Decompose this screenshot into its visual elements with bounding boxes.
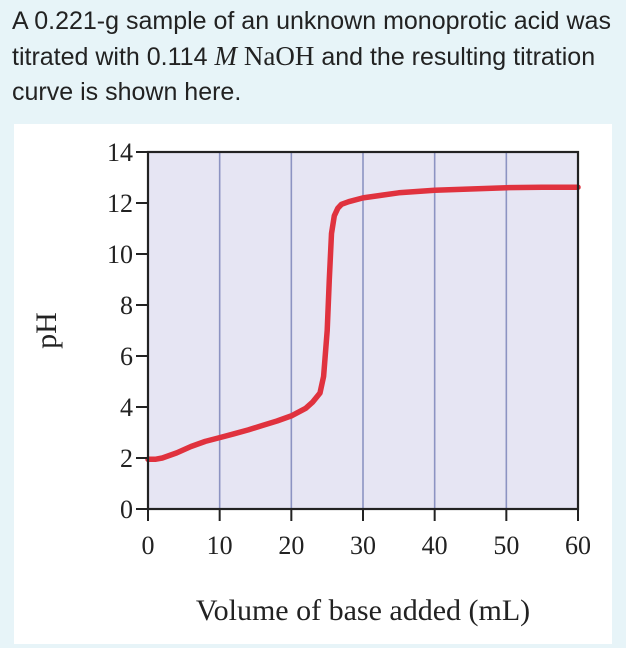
x-tick-label-0: 0 (142, 531, 155, 560)
x-tick-label-50: 50 (493, 531, 519, 560)
x-tick-label-30: 30 (350, 531, 376, 560)
x-axis-label: Volume of base added (mL) (196, 594, 530, 627)
x-tick-label-40: 40 (422, 531, 448, 560)
molarity-unit: M (214, 41, 237, 71)
x-tick-label-10: 10 (207, 531, 233, 560)
y-tick-label-14: 14 (107, 138, 133, 167)
x-axis: 0 10 20 30 40 50 60 (142, 509, 591, 560)
y-tick-label-0: 0 (120, 495, 133, 524)
reagent-formula: NaOH (243, 41, 315, 71)
x-tick-label-60: 60 (565, 531, 591, 560)
question-prefix: A 0.221-g sample of an unknown monoproti… (12, 7, 611, 71)
grid-lines (218, 152, 508, 509)
y-axis-label: pH (30, 312, 63, 349)
y-axis: 0 2 4 6 8 10 12 14 (107, 138, 148, 524)
y-tick-label-8: 8 (120, 291, 133, 320)
question-text: A 0.221-g sample of an unknown monoproti… (12, 4, 612, 110)
y-tick-label-6: 6 (120, 342, 133, 371)
y-tick-label-4: 4 (120, 393, 133, 422)
titration-curve (145, 184, 581, 463)
titration-figure: 0 2 4 6 8 10 12 14 0 10 20 30 40 50 60 pH Volume of b… (14, 124, 612, 644)
titration-chart: 0 2 4 6 8 10 12 14 0 10 20 30 40 50 60 pH Volume of b… (30, 138, 591, 627)
question-suffix: and the resulting titration curve is sho… (12, 43, 596, 106)
y-tick-label-10: 10 (107, 240, 133, 269)
y-tick-label-2: 2 (120, 444, 133, 473)
x-tick-label-20: 20 (278, 531, 304, 560)
y-tick-label-12: 12 (107, 189, 133, 218)
